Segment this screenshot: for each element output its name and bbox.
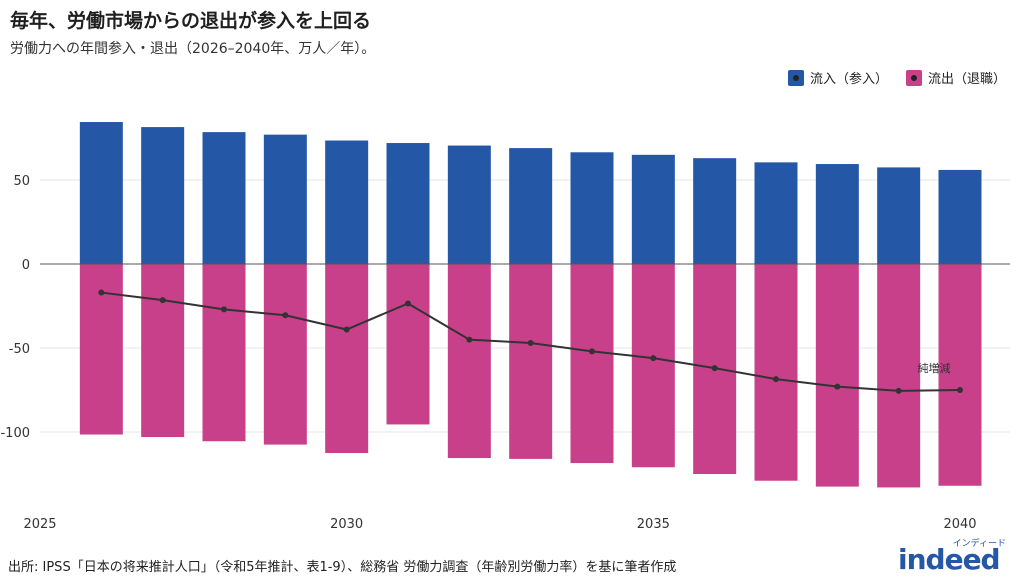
bar-inflow bbox=[141, 127, 185, 264]
legend-label-inflow: 流入（参入） bbox=[809, 72, 888, 87]
net-change-point bbox=[589, 348, 595, 355]
net-change-point bbox=[773, 376, 779, 383]
net-change-point bbox=[466, 336, 473, 343]
net-change-point bbox=[711, 365, 718, 372]
logo-subtext: インディード bbox=[952, 539, 1006, 549]
bar-inflow bbox=[754, 162, 798, 264]
net-change-point bbox=[527, 339, 534, 346]
bar-outflow bbox=[325, 264, 369, 453]
y-tick-label: 50 bbox=[13, 174, 30, 189]
bar-outflow bbox=[386, 264, 430, 425]
legend-swatch-inflow bbox=[787, 69, 804, 86]
net-change-point bbox=[957, 387, 963, 393]
bar-outflow bbox=[570, 264, 614, 464]
bar-inflow bbox=[386, 143, 430, 264]
net-change-point bbox=[282, 312, 289, 319]
y-tick-label: 0 bbox=[22, 258, 30, 273]
bar-inflow bbox=[325, 140, 369, 264]
bar-outflow bbox=[263, 264, 307, 445]
y-tick-label: -100 bbox=[0, 426, 30, 441]
legend-swatch-outflow bbox=[905, 69, 922, 86]
x-tick-label: 2040 bbox=[943, 517, 976, 532]
chart-title: 毎年、労働市場からの退出が参入を上回る bbox=[10, 10, 372, 32]
legend-label-outflow: 流出（退職） bbox=[927, 72, 1006, 87]
bar-inflow bbox=[263, 134, 307, 264]
logo-wordmark: indeed bbox=[898, 543, 1001, 576]
indeed-logo: インディード indeed bbox=[898, 536, 1010, 576]
bar-inflow bbox=[447, 145, 491, 264]
bar-outflow bbox=[202, 264, 246, 442]
y-tick-label: -50 bbox=[9, 342, 30, 357]
legend-item-inflow: 流入（参入） bbox=[787, 68, 888, 87]
bar-outflow bbox=[877, 264, 921, 488]
legend: 流入（参入） 流出（退職） bbox=[787, 68, 1006, 87]
net-change-point bbox=[405, 300, 411, 307]
bar-outflow bbox=[815, 264, 859, 487]
bar-inflow bbox=[570, 152, 614, 264]
net-change-point bbox=[343, 326, 350, 333]
bar-outflow bbox=[447, 264, 491, 459]
net-change-annotation: 純増減 bbox=[918, 361, 951, 375]
net-change-point bbox=[834, 383, 841, 390]
bar-inflow bbox=[815, 164, 859, 264]
net-change-point bbox=[221, 306, 227, 313]
legend-item-outflow: 流出（退職） bbox=[905, 68, 1006, 87]
x-tick-label: 2025 bbox=[23, 517, 56, 532]
net-change-point bbox=[650, 355, 657, 362]
bar-inflow bbox=[202, 132, 246, 264]
bar-inflow bbox=[79, 122, 123, 264]
x-tick-label: 2030 bbox=[330, 517, 363, 532]
bar-outflow bbox=[938, 264, 982, 486]
bar-inflow bbox=[693, 158, 737, 264]
net-change-point bbox=[98, 289, 105, 296]
bar-outflow bbox=[631, 264, 675, 468]
net-change-point bbox=[895, 387, 902, 394]
bar-chart: 50 0 -50 -100 2025 2030 2035 2040 純増減 bbox=[0, 122, 1010, 532]
net-change-point bbox=[159, 297, 166, 304]
bar-inflow bbox=[509, 148, 553, 264]
bar-inflow bbox=[877, 167, 921, 264]
bar-outflow bbox=[141, 264, 185, 438]
bar-inflow bbox=[631, 154, 675, 264]
x-tick-label: 2035 bbox=[637, 517, 670, 532]
source-note: 出所: IPSS「日本の将来推計人口」（令和5年推計、表1-9）、総務省 労働力… bbox=[8, 560, 677, 575]
chart-subtitle: 労働力への年間参入・退出（2026–2040年、万人／年）。 bbox=[10, 41, 376, 57]
bar-inflow bbox=[938, 169, 982, 264]
bar-outflow bbox=[754, 264, 798, 481]
bar-outflow bbox=[509, 264, 553, 459]
